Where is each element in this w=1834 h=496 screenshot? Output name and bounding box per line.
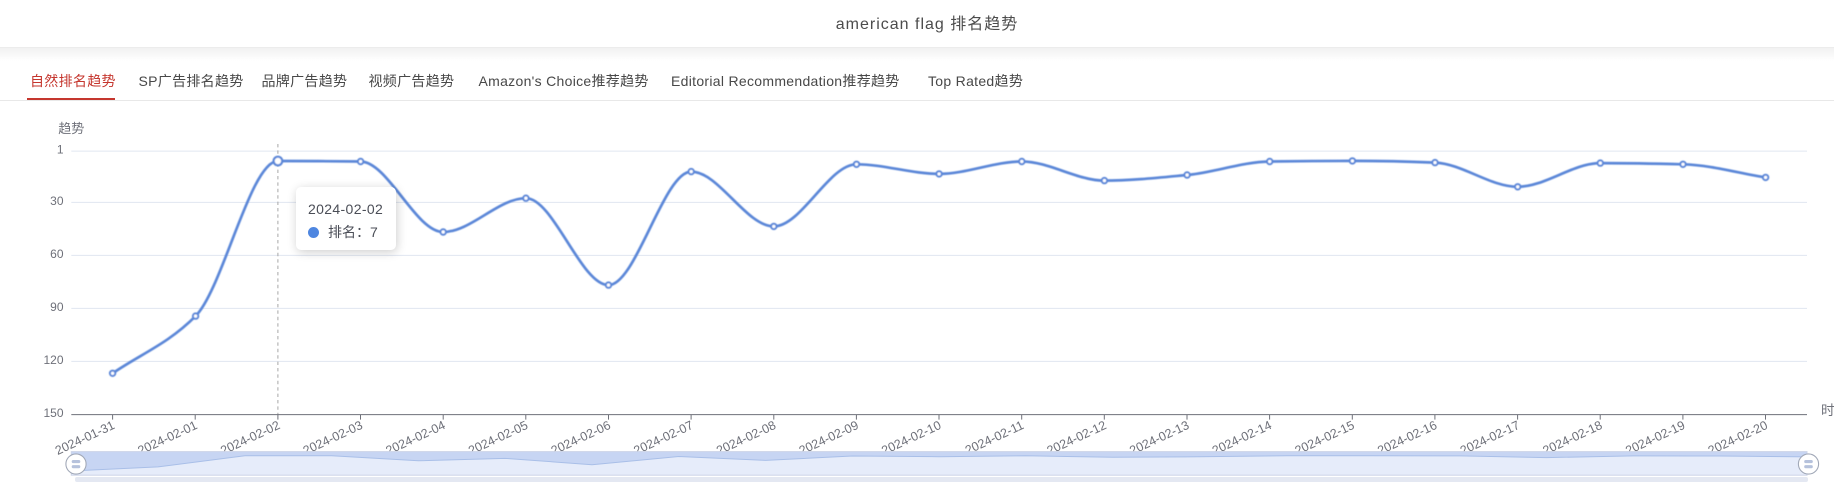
svg-text:150: 150	[43, 406, 63, 420]
svg-text:趋势: 趋势	[58, 121, 84, 136]
svg-text:时间: 时间	[1821, 403, 1834, 418]
svg-text:90: 90	[50, 300, 64, 314]
svg-text:30: 30	[50, 194, 64, 208]
svg-text:60: 60	[50, 247, 64, 261]
svg-text:1: 1	[57, 143, 64, 157]
svg-text:120: 120	[43, 353, 63, 367]
